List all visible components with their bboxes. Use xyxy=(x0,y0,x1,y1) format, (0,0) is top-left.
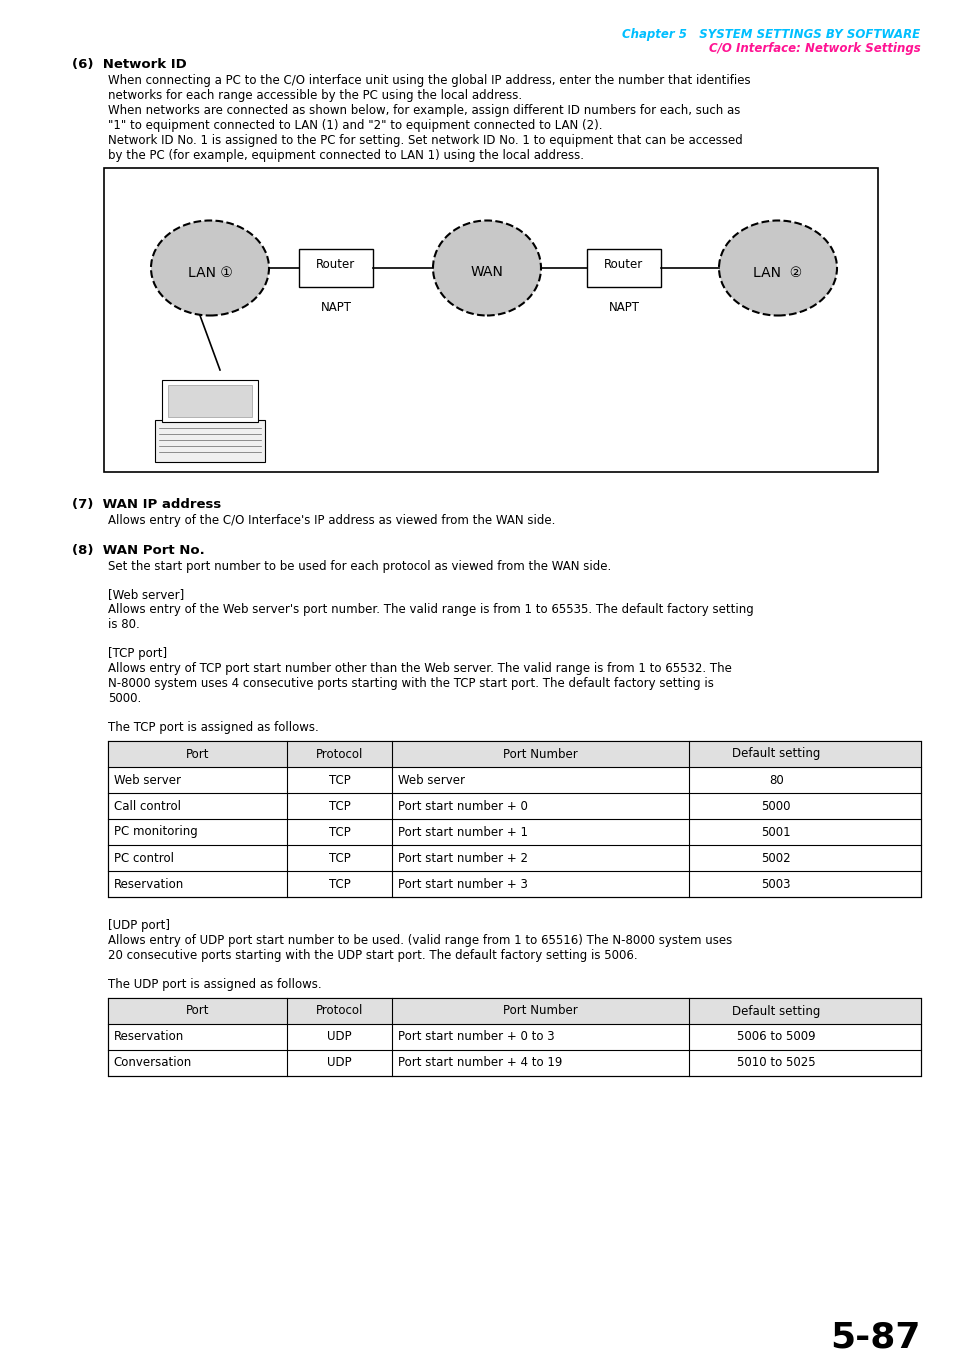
Text: Web server: Web server xyxy=(397,774,465,787)
Text: Port: Port xyxy=(185,748,209,760)
Text: 5000: 5000 xyxy=(760,799,790,813)
Text: Router: Router xyxy=(316,258,355,271)
Text: The UDP port is assigned as follows.: The UDP port is assigned as follows. xyxy=(108,977,321,991)
Text: Network ID No. 1 is assigned to the PC for setting. Set network ID No. 1 to equi: Network ID No. 1 is assigned to the PC f… xyxy=(108,134,741,147)
Ellipse shape xyxy=(433,220,540,316)
Text: PC monitoring: PC monitoring xyxy=(113,825,197,838)
Text: The TCP port is assigned as follows.: The TCP port is assigned as follows. xyxy=(108,721,318,734)
Text: Port Number: Port Number xyxy=(503,748,578,760)
Text: Set the start port number to be used for each protocol as viewed from the WAN si: Set the start port number to be used for… xyxy=(108,560,611,572)
Text: NAPT: NAPT xyxy=(320,301,351,315)
Text: [Web server]: [Web server] xyxy=(108,589,184,601)
Text: Port start number + 2: Port start number + 2 xyxy=(397,852,528,864)
Text: networks for each range accessible by the PC using the local address.: networks for each range accessible by th… xyxy=(108,89,521,103)
Text: Allows entry of TCP port start number other than the Web server. The valid range: Allows entry of TCP port start number ot… xyxy=(108,662,731,675)
Text: Port start number + 0: Port start number + 0 xyxy=(397,799,528,813)
FancyBboxPatch shape xyxy=(168,385,252,417)
Text: Port Number: Port Number xyxy=(503,1004,578,1018)
Text: TCP: TCP xyxy=(328,878,350,891)
Text: 5003: 5003 xyxy=(760,878,790,891)
Text: Allows entry of the C/O Interface's IP address as viewed from the WAN side.: Allows entry of the C/O Interface's IP a… xyxy=(108,514,555,526)
Text: UDP: UDP xyxy=(327,1030,352,1044)
Text: is 80.: is 80. xyxy=(108,618,139,630)
Text: Allows entry of the Web server's port number. The valid range is from 1 to 65535: Allows entry of the Web server's port nu… xyxy=(108,603,753,616)
Text: Port start number + 0 to 3: Port start number + 0 to 3 xyxy=(397,1030,555,1044)
Text: 5-87: 5-87 xyxy=(829,1320,920,1350)
FancyBboxPatch shape xyxy=(108,998,920,1025)
Text: Call control: Call control xyxy=(113,799,181,813)
FancyBboxPatch shape xyxy=(586,248,660,288)
Text: Port start number + 4 to 19: Port start number + 4 to 19 xyxy=(397,1057,562,1069)
Text: When connecting a PC to the C/O interface unit using the global IP address, ente: When connecting a PC to the C/O interfac… xyxy=(108,74,750,86)
Text: UDP: UDP xyxy=(327,1057,352,1069)
Ellipse shape xyxy=(719,220,836,316)
Text: 5006 to 5009: 5006 to 5009 xyxy=(737,1030,815,1044)
Text: (8)  WAN Port No.: (8) WAN Port No. xyxy=(71,544,204,558)
Text: "1" to equipment connected to LAN (1) and "2" to equipment connected to LAN (2).: "1" to equipment connected to LAN (1) an… xyxy=(108,119,601,132)
Text: When networks are connected as shown below, for example, assign different ID num: When networks are connected as shown bel… xyxy=(108,104,740,117)
Text: C/O Interface: Network Settings: C/O Interface: Network Settings xyxy=(708,42,920,55)
FancyBboxPatch shape xyxy=(154,420,265,462)
Text: 20 consecutive ports starting with the UDP start port. The default factory setti: 20 consecutive ports starting with the U… xyxy=(108,949,637,963)
FancyBboxPatch shape xyxy=(108,741,920,767)
FancyBboxPatch shape xyxy=(298,248,373,288)
Text: WAN: WAN xyxy=(470,265,503,279)
FancyBboxPatch shape xyxy=(162,379,257,423)
Text: Allows entry of UDP port start number to be used. (valid range from 1 to 65516) : Allows entry of UDP port start number to… xyxy=(108,934,731,946)
Text: Reservation: Reservation xyxy=(113,878,184,891)
Text: 5000.: 5000. xyxy=(108,693,141,705)
Text: Port start number + 1: Port start number + 1 xyxy=(397,825,528,838)
Text: Port start number + 3: Port start number + 3 xyxy=(397,878,528,891)
Text: 5002: 5002 xyxy=(760,852,790,864)
Text: TCP: TCP xyxy=(328,825,350,838)
Text: Port: Port xyxy=(185,1004,209,1018)
Text: Web server: Web server xyxy=(113,774,181,787)
FancyBboxPatch shape xyxy=(104,167,877,472)
Text: LAN ①: LAN ① xyxy=(188,266,233,279)
Text: TCP: TCP xyxy=(328,852,350,864)
Text: Router: Router xyxy=(604,258,643,271)
Text: (6)  Network ID: (6) Network ID xyxy=(71,58,186,72)
Text: Protocol: Protocol xyxy=(315,748,363,760)
FancyBboxPatch shape xyxy=(108,998,920,1076)
Text: Conversation: Conversation xyxy=(113,1057,192,1069)
Text: TCP: TCP xyxy=(328,799,350,813)
Text: N-8000 system uses 4 consecutive ports starting with the TCP start port. The def: N-8000 system uses 4 consecutive ports s… xyxy=(108,676,713,690)
Text: Default setting: Default setting xyxy=(731,748,820,760)
Text: Chapter 5   SYSTEM SETTINGS BY SOFTWARE: Chapter 5 SYSTEM SETTINGS BY SOFTWARE xyxy=(621,28,920,40)
Text: PC control: PC control xyxy=(113,852,173,864)
Text: 5001: 5001 xyxy=(760,825,790,838)
FancyBboxPatch shape xyxy=(108,741,920,896)
Text: TCP: TCP xyxy=(328,774,350,787)
Text: (7)  WAN IP address: (7) WAN IP address xyxy=(71,498,220,512)
Ellipse shape xyxy=(151,220,269,316)
Text: Default setting: Default setting xyxy=(731,1004,820,1018)
Text: Reservation: Reservation xyxy=(113,1030,184,1044)
Text: Protocol: Protocol xyxy=(315,1004,363,1018)
Text: LAN  ②: LAN ② xyxy=(753,266,801,279)
Text: [TCP port]: [TCP port] xyxy=(108,647,167,660)
Text: by the PC (for example, equipment connected to LAN 1) using the local address.: by the PC (for example, equipment connec… xyxy=(108,148,583,162)
Text: 5010 to 5025: 5010 to 5025 xyxy=(737,1057,815,1069)
Text: [UDP port]: [UDP port] xyxy=(108,919,170,931)
Text: 80: 80 xyxy=(768,774,783,787)
Text: NAPT: NAPT xyxy=(608,301,639,315)
